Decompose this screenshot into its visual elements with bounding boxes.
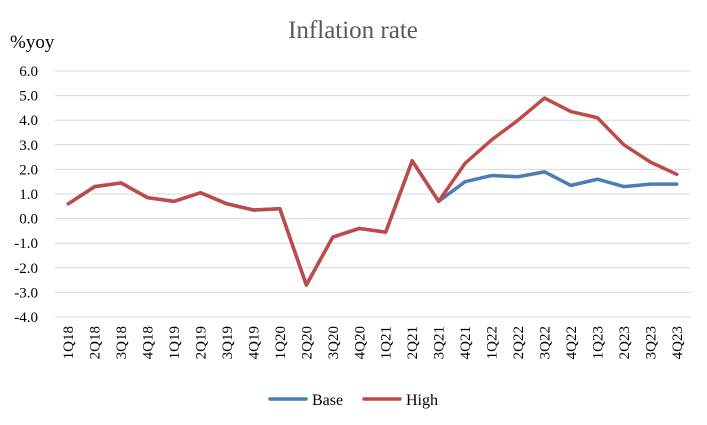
x-tick-label: 1Q22: [485, 326, 501, 359]
series-lines: [66, 96, 679, 287]
x-tick-label: 4Q18: [141, 326, 157, 359]
gridlines: [55, 70, 690, 318]
series-line-base: [66, 159, 679, 287]
x-tick-label: 3Q18: [114, 326, 130, 359]
legend-label-high: High: [406, 392, 438, 409]
x-tick-label: 3Q19: [220, 326, 236, 359]
x-tick-label: 2Q19: [194, 326, 210, 359]
y-tick-label: -3.0: [14, 285, 38, 301]
series-line-high: [66, 96, 679, 287]
x-tick-label: 2Q23: [617, 326, 633, 359]
y-tick-label: -4.0: [14, 310, 38, 326]
y-axis-ticks: -4.0 -3.0 -2.0 -1.0 0.0 1.0 2.0 3.0 4.0 5.0 6.0: [14, 64, 38, 326]
y-tick-label: 2.0: [19, 162, 38, 178]
x-tick-label: 2Q22: [511, 326, 527, 359]
x-axis-ticks: 1Q18 2Q18 3Q18 4Q18 1Q19 2Q19 3Q19 4Q19 1Q20 2Q20…: [61, 326, 686, 359]
x-tick-label: 1Q18: [61, 326, 77, 359]
x-tick-label: 2Q20: [299, 326, 315, 359]
x-tick-label: 3Q20: [326, 326, 342, 359]
y-tick-label: 0.0: [19, 212, 38, 228]
y-tick-label: 4.0: [19, 113, 38, 129]
x-tick-label: 2Q21: [405, 326, 421, 359]
x-tick-label: 4Q19: [246, 326, 262, 359]
legend-label-base: Base: [312, 392, 343, 409]
x-tick-label: 4Q20: [352, 326, 368, 359]
y-tick-label: -2.0: [14, 261, 38, 277]
y-axis-unit-label: %yoy: [10, 32, 55, 53]
y-tick-label: -1.0: [14, 236, 38, 252]
x-tick-label: 1Q19: [167, 326, 183, 359]
chart-title: Inflation rate: [288, 17, 418, 44]
x-tick-label: 3Q22: [537, 326, 553, 359]
x-tick-label: 1Q20: [273, 326, 289, 359]
y-tick-label: 5.0: [19, 89, 38, 105]
legend: Base High: [268, 392, 438, 409]
x-tick-label: 3Q23: [643, 326, 659, 359]
x-tick-label: 4Q22: [564, 326, 580, 359]
y-tick-label: 6.0: [19, 64, 38, 80]
x-tick-label: 4Q23: [670, 326, 686, 359]
x-tick-label: 1Q21: [379, 326, 395, 359]
y-tick-label: 1.0: [19, 187, 38, 203]
x-tick-label: 4Q21: [458, 326, 474, 359]
x-tick-label: 1Q23: [590, 326, 606, 359]
x-tick-label: 3Q21: [432, 326, 448, 359]
y-tick-label: 3.0: [19, 138, 38, 154]
x-tick-label: 2Q18: [88, 326, 104, 359]
